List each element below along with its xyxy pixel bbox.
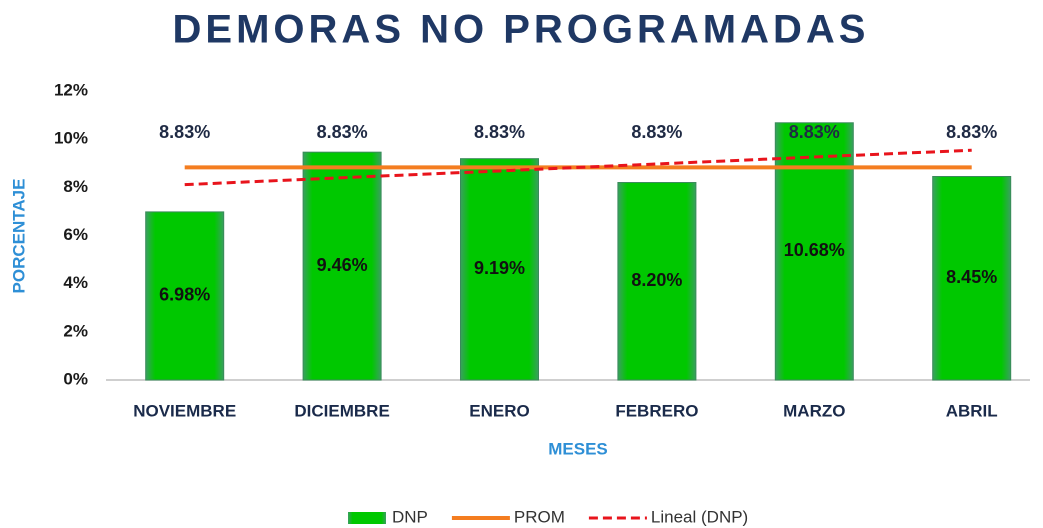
x-tick-label: FEBRERO (615, 401, 698, 420)
data-label: 8.83% (474, 122, 525, 142)
y-tick-label: 6% (63, 225, 88, 244)
bar (145, 211, 225, 381)
legend-swatch (348, 512, 386, 524)
data-label: 6.98% (159, 285, 210, 305)
data-label: 8.83% (631, 122, 682, 142)
data-label: 8.83% (317, 122, 368, 142)
bar (617, 182, 697, 381)
trend-line (184, 148, 972, 187)
bar (932, 175, 1012, 381)
x-tick-label: ABRIL (946, 401, 998, 420)
x-tick-label: DICIEMBRE (294, 401, 389, 420)
x-tick-label: MARZO (783, 401, 845, 420)
data-label: 8.20% (631, 270, 682, 290)
y-tick-label: 0% (63, 369, 88, 388)
data-label: 9.19% (474, 258, 525, 278)
y-tick-label: 10% (54, 129, 88, 148)
data-label: 9.46% (317, 255, 368, 275)
data-label: 8.83% (159, 122, 210, 142)
data-label: 8.45% (946, 267, 997, 287)
x-tick-label: ENERO (469, 401, 529, 420)
legend-label: PROM (514, 507, 565, 526)
y-tick-label: 8% (63, 177, 88, 196)
data-label: 8.83% (789, 122, 840, 142)
bar (302, 151, 382, 381)
data-label: 8.83% (946, 122, 997, 142)
legend-label: Lineal (DNP) (651, 507, 748, 526)
x-axis-label: MESES (548, 439, 608, 458)
data-label: 10.68% (784, 240, 845, 260)
y-tick-label: 12% (54, 80, 88, 99)
bar (460, 158, 539, 381)
y-tick-label: 2% (63, 321, 88, 340)
y-axis-label: PORCENTAJE (9, 179, 28, 294)
chart-title: DEMORAS NO PROGRAMADAS (173, 8, 870, 52)
legend-label: DNP (392, 507, 428, 526)
y-tick-label: 4% (63, 273, 88, 292)
x-tick-label: NOVIEMBRE (133, 401, 236, 420)
